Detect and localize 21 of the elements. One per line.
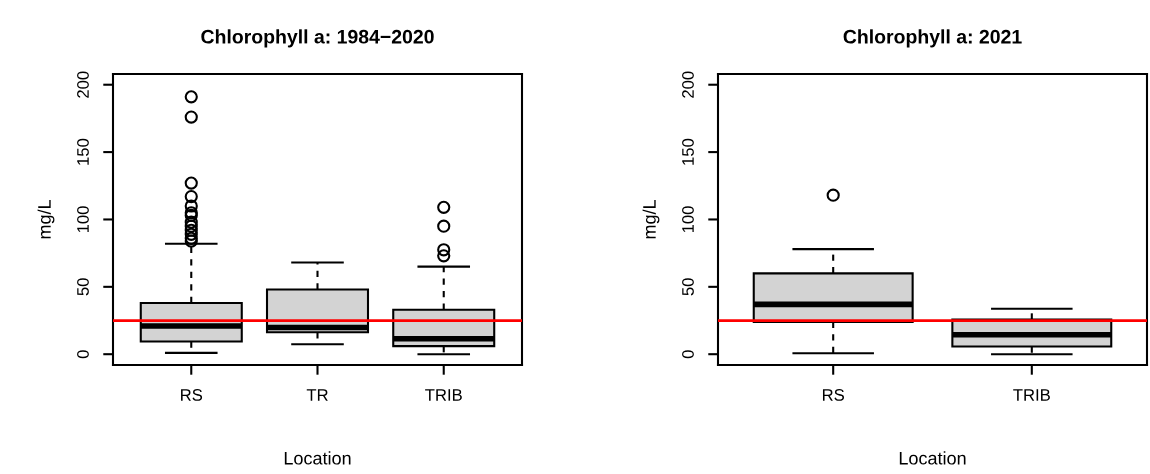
x-tick-label: TRIB: [425, 389, 462, 401]
x-axis-title: Location: [284, 451, 351, 465]
y-tick-label: 150: [77, 138, 89, 165]
y-tick-label: 200: [77, 71, 89, 98]
x-tick-label: RS: [181, 389, 203, 401]
y-axis-title: mg/L: [642, 199, 660, 239]
chart-title: Chlorophyll a: 1984−2020: [201, 29, 434, 48]
y-tick-label: 0: [682, 350, 694, 359]
y-axis-title: mg/L: [37, 199, 55, 239]
x-tick-label: RS: [822, 389, 845, 401]
y-tick-label: 100: [77, 206, 89, 233]
y-tick-label: 0: [77, 350, 89, 359]
y-tick-label: 50: [682, 278, 694, 296]
y-tick-label: 200: [682, 71, 694, 98]
x-tick-label: TRIB: [1013, 389, 1050, 401]
x-tick-label: TR: [306, 389, 328, 401]
chart-title: Chlorophyll a: 2021: [843, 29, 1022, 48]
y-tick-label: 100: [682, 206, 694, 233]
x-axis-title: Location: [899, 451, 966, 465]
y-tick-label: 150: [682, 138, 694, 165]
y-tick-label: 50: [77, 278, 89, 296]
